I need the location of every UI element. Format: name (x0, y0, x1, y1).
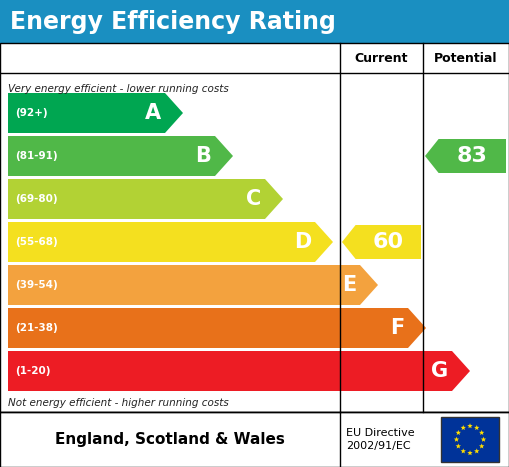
Polygon shape (461, 425, 466, 430)
Polygon shape (8, 222, 333, 262)
Text: E: E (342, 275, 356, 295)
Polygon shape (425, 139, 506, 173)
Text: (69-80): (69-80) (15, 194, 58, 204)
Polygon shape (454, 437, 459, 442)
Text: D: D (294, 232, 311, 252)
Text: Current: Current (355, 51, 408, 64)
Polygon shape (8, 308, 426, 348)
Polygon shape (467, 423, 473, 428)
Bar (0, 43, 509, 412)
Bar (0, 412, 509, 467)
Text: England, Scotland & Wales: England, Scotland & Wales (55, 432, 285, 447)
Polygon shape (479, 430, 485, 435)
Polygon shape (474, 448, 479, 453)
Text: 60: 60 (373, 232, 404, 252)
Bar (0, 0, 509, 43)
Polygon shape (474, 425, 479, 430)
Text: A: A (145, 103, 161, 123)
Text: (21-38): (21-38) (15, 323, 58, 333)
Polygon shape (481, 437, 486, 442)
Text: Very energy efficient - lower running costs: Very energy efficient - lower running co… (8, 84, 229, 94)
Text: (1-20): (1-20) (15, 366, 50, 376)
Text: G: G (431, 361, 448, 381)
Text: EU Directive
2002/91/EC: EU Directive 2002/91/EC (346, 428, 415, 451)
Text: Not energy efficient - higher running costs: Not energy efficient - higher running co… (8, 398, 229, 408)
Text: 83: 83 (457, 146, 488, 166)
Polygon shape (342, 225, 421, 259)
Text: F: F (390, 318, 404, 338)
Text: (39-54): (39-54) (15, 280, 58, 290)
Text: C: C (246, 189, 261, 209)
Polygon shape (8, 265, 378, 305)
Polygon shape (8, 93, 183, 133)
Text: (81-91): (81-91) (15, 151, 58, 161)
Polygon shape (8, 179, 283, 219)
Polygon shape (8, 136, 233, 176)
Polygon shape (456, 430, 461, 435)
Polygon shape (467, 450, 473, 455)
Text: Energy Efficiency Rating: Energy Efficiency Rating (10, 9, 336, 34)
Polygon shape (456, 444, 461, 448)
Text: Potential: Potential (434, 51, 498, 64)
Polygon shape (8, 351, 470, 391)
Polygon shape (479, 444, 485, 448)
Text: (92+): (92+) (15, 108, 48, 118)
Bar (441, 417, 499, 462)
Text: (55-68): (55-68) (15, 237, 58, 247)
Text: B: B (195, 146, 211, 166)
Polygon shape (461, 448, 466, 453)
